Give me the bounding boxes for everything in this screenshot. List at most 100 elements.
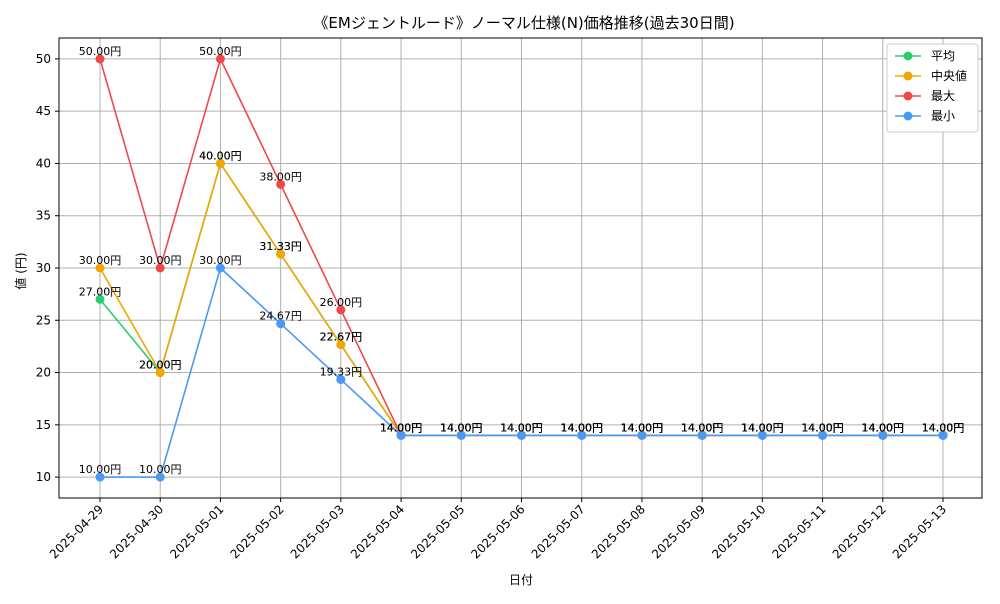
data-label-max: 26.00円 — [320, 296, 363, 309]
data-label-min: 14.00円 — [741, 421, 784, 434]
data-label-min: 10.00円 — [139, 463, 182, 476]
data-label-median: 14.00円 — [862, 421, 905, 434]
y-tick-label: 35 — [36, 209, 51, 223]
data-label-median: 22.67円 — [320, 331, 363, 344]
point-median — [155, 368, 165, 378]
data-label-min: 30.00円 — [199, 254, 242, 267]
point-median — [95, 263, 105, 273]
data-label-median: 31.33円 — [259, 240, 302, 253]
point-min — [95, 472, 105, 482]
point-min — [938, 430, 948, 440]
point-min — [215, 263, 225, 273]
data-label-max: 50.00円 — [199, 45, 242, 58]
point-min — [757, 430, 767, 440]
y-tick-label: 40 — [36, 156, 51, 170]
data-label-min: 14.00円 — [681, 421, 724, 434]
data-label-max: 14.00円 — [500, 421, 543, 434]
legend-label-avg: 平均 — [931, 49, 955, 63]
data-label-max: 50.00円 — [79, 45, 122, 58]
legend-swatch-marker-avg — [903, 51, 913, 61]
legend-swatch-marker-max — [903, 91, 913, 101]
point-min — [155, 472, 165, 482]
y-tick-label: 20 — [36, 366, 51, 380]
data-label-avg: 22.67円 — [320, 331, 363, 344]
point-max — [336, 305, 346, 315]
data-label-median: 14.00円 — [440, 421, 483, 434]
data-label-median: 14.00円 — [741, 421, 784, 434]
data-label-avg: 14.00円 — [681, 421, 724, 434]
data-label-max: 14.00円 — [560, 421, 603, 434]
data-label-min: 24.67円 — [259, 310, 302, 323]
data-label-avg: 14.00円 — [862, 421, 905, 434]
series-group — [95, 54, 948, 482]
data-label-max: 14.00円 — [801, 421, 844, 434]
data-label-max: 14.00円 — [922, 421, 965, 434]
data-label-avg: 14.00円 — [922, 421, 965, 434]
data-label-min: 14.00円 — [560, 421, 603, 434]
data-label-avg: 20.00円 — [139, 359, 182, 372]
data-label-min: 14.00円 — [440, 421, 483, 434]
chart-title: 《EMジェントルード》ノーマル仕様(N)価格推移(過去30日間) — [313, 14, 734, 32]
data-label-median: 30.00円 — [79, 254, 122, 267]
point-min — [517, 430, 526, 440]
data-label-median: 14.00円 — [380, 421, 423, 434]
legend-label-min: 最小 — [931, 109, 955, 123]
x-tick-label: 2025-05-08 — [589, 502, 648, 561]
x-tick-label: 2025-05-07 — [529, 502, 588, 561]
data-label-avg: 27.00円 — [79, 285, 122, 298]
point-min — [637, 430, 647, 440]
data-label-max: 14.00円 — [621, 421, 664, 434]
data-label-avg: 14.00円 — [741, 421, 784, 434]
data-label-avg: 14.00円 — [621, 421, 664, 434]
x-tick-label: 2025-05-05 — [408, 502, 467, 561]
legend-label-max: 最大 — [931, 89, 955, 103]
data-label-median: 14.00円 — [621, 421, 664, 434]
data-label-median: 14.00円 — [681, 421, 724, 434]
data-label-avg: 14.00円 — [801, 421, 844, 434]
data-label-min: 14.00円 — [862, 421, 905, 434]
data-label-median: 14.00円 — [922, 421, 965, 434]
data-labels: 27.00円 20.00円 40.00円 31.33円 22.67円 14.00円 14.0… — [79, 45, 965, 476]
data-label-avg: 14.00円 — [560, 421, 603, 434]
point-max — [95, 54, 105, 64]
point-min — [456, 430, 466, 440]
y-tick-label: 10 — [36, 470, 51, 484]
data-label-avg: 14.00円 — [380, 421, 423, 434]
x-tick-label: 2025-05-03 — [288, 502, 347, 561]
data-label-max: 30.00円 — [139, 254, 182, 267]
data-label-avg: 14.00円 — [440, 421, 483, 434]
x-tick-label: 2025-05-12 — [830, 502, 889, 561]
data-label-median: 14.00円 — [801, 421, 844, 434]
x-tick-label: 2025-05-09 — [649, 502, 708, 561]
data-label-max: 38.00円 — [259, 170, 302, 183]
data-label-min: 14.00円 — [801, 421, 844, 434]
x-tick-label: 2025-05-11 — [769, 502, 828, 561]
data-label-max: 14.00円 — [741, 421, 784, 434]
legend-box — [886, 43, 979, 133]
legend-label-median: 中央値 — [931, 68, 967, 83]
data-label-max: 14.00円 — [380, 421, 423, 434]
x-tick-label: 2025-05-04 — [348, 502, 407, 561]
data-label-min: 19.33円 — [320, 366, 363, 379]
point-max — [215, 54, 225, 64]
data-label-median: 20.00円 — [139, 359, 182, 372]
y-tick-label: 50 — [36, 52, 51, 66]
point-min — [878, 430, 888, 440]
point-max — [155, 263, 165, 273]
legend-swatch-marker-median — [903, 71, 913, 81]
point-min — [818, 430, 828, 440]
x-tick-label: 2025-05-02 — [228, 502, 287, 561]
legend-swatch-marker-min — [903, 111, 913, 121]
data-label-max: 14.00円 — [681, 421, 724, 434]
y-tick-label: 45 — [36, 104, 51, 118]
point-min — [336, 375, 346, 385]
y-tick-label: 30 — [36, 261, 51, 275]
x-tick-label: 2025-05-06 — [468, 502, 527, 561]
point-max — [276, 179, 286, 189]
x-tick-label: 2025-05-01 — [167, 502, 226, 561]
point-min — [577, 430, 587, 440]
data-label-median: 40.00円 — [199, 149, 242, 162]
